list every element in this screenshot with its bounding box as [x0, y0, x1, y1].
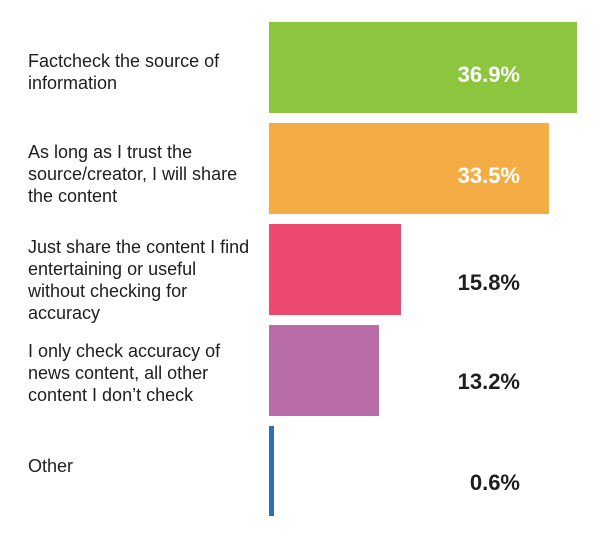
value-label: 15.8%	[457, 270, 520, 295]
value-label: 13.2%	[457, 369, 520, 394]
category-label: I only check accuracy of news content, a…	[28, 341, 221, 405]
category-label: As long as I trust the source/creator, I…	[28, 142, 238, 206]
value-label: 0.6%	[469, 470, 520, 495]
bar	[269, 325, 379, 416]
category-label: Factcheck the source of information	[28, 51, 220, 93]
value-label: 33.5%	[457, 163, 520, 188]
bar	[269, 224, 401, 315]
value-label: 36.9%	[457, 62, 520, 87]
category-label: Just share the content I find entertaini…	[28, 237, 250, 323]
bar	[269, 426, 274, 516]
bar	[269, 22, 577, 113]
bar	[269, 123, 549, 214]
category-label: Other	[28, 456, 74, 476]
